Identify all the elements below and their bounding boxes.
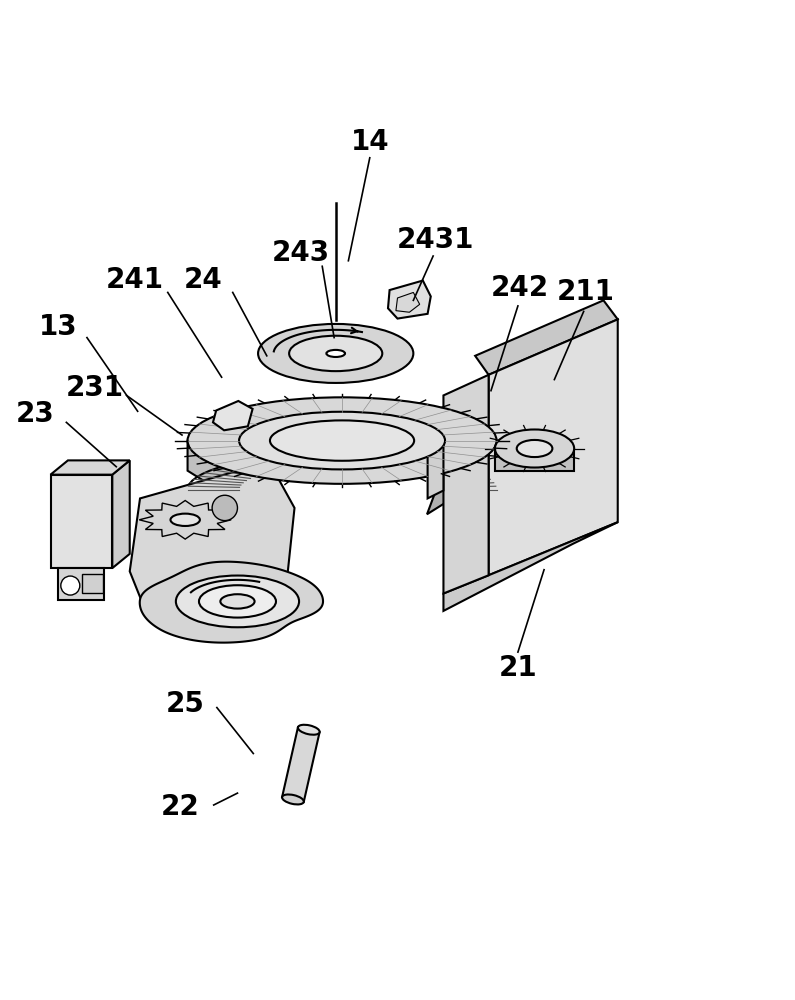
- Ellipse shape: [188, 397, 497, 484]
- Text: 231: 231: [66, 374, 124, 402]
- Ellipse shape: [239, 412, 445, 469]
- Ellipse shape: [270, 420, 414, 461]
- Text: 243: 243: [272, 239, 330, 267]
- Text: 14: 14: [351, 128, 389, 156]
- Polygon shape: [444, 522, 618, 611]
- Polygon shape: [188, 441, 257, 514]
- Ellipse shape: [289, 336, 382, 371]
- Polygon shape: [130, 462, 294, 611]
- Polygon shape: [428, 443, 444, 498]
- Text: 24: 24: [184, 266, 223, 294]
- Text: 241: 241: [106, 266, 164, 294]
- Ellipse shape: [199, 585, 276, 618]
- Ellipse shape: [220, 594, 254, 609]
- Circle shape: [60, 576, 80, 595]
- Text: 22: 22: [161, 793, 199, 821]
- Polygon shape: [495, 449, 574, 471]
- Polygon shape: [58, 568, 104, 600]
- Polygon shape: [282, 727, 320, 802]
- Ellipse shape: [495, 429, 574, 468]
- Polygon shape: [489, 319, 618, 575]
- Ellipse shape: [327, 350, 345, 357]
- Text: 2431: 2431: [397, 226, 474, 254]
- Polygon shape: [51, 460, 130, 475]
- Ellipse shape: [176, 576, 299, 627]
- Polygon shape: [112, 460, 130, 568]
- Polygon shape: [213, 401, 253, 430]
- Polygon shape: [140, 562, 323, 643]
- Polygon shape: [444, 375, 489, 593]
- Polygon shape: [427, 441, 497, 514]
- Polygon shape: [388, 281, 431, 319]
- Ellipse shape: [258, 324, 413, 383]
- Text: 21: 21: [498, 654, 537, 682]
- Ellipse shape: [282, 794, 304, 804]
- Ellipse shape: [170, 514, 200, 526]
- Polygon shape: [139, 501, 231, 539]
- Text: 25: 25: [165, 690, 204, 718]
- Text: 242: 242: [491, 274, 549, 302]
- Polygon shape: [51, 475, 112, 568]
- Text: 13: 13: [39, 313, 78, 341]
- Polygon shape: [396, 292, 420, 312]
- Ellipse shape: [298, 725, 320, 735]
- Text: 211: 211: [557, 278, 615, 306]
- Circle shape: [212, 495, 238, 521]
- Polygon shape: [82, 574, 103, 593]
- Polygon shape: [475, 300, 618, 375]
- Ellipse shape: [517, 440, 553, 457]
- Text: 23: 23: [15, 400, 54, 428]
